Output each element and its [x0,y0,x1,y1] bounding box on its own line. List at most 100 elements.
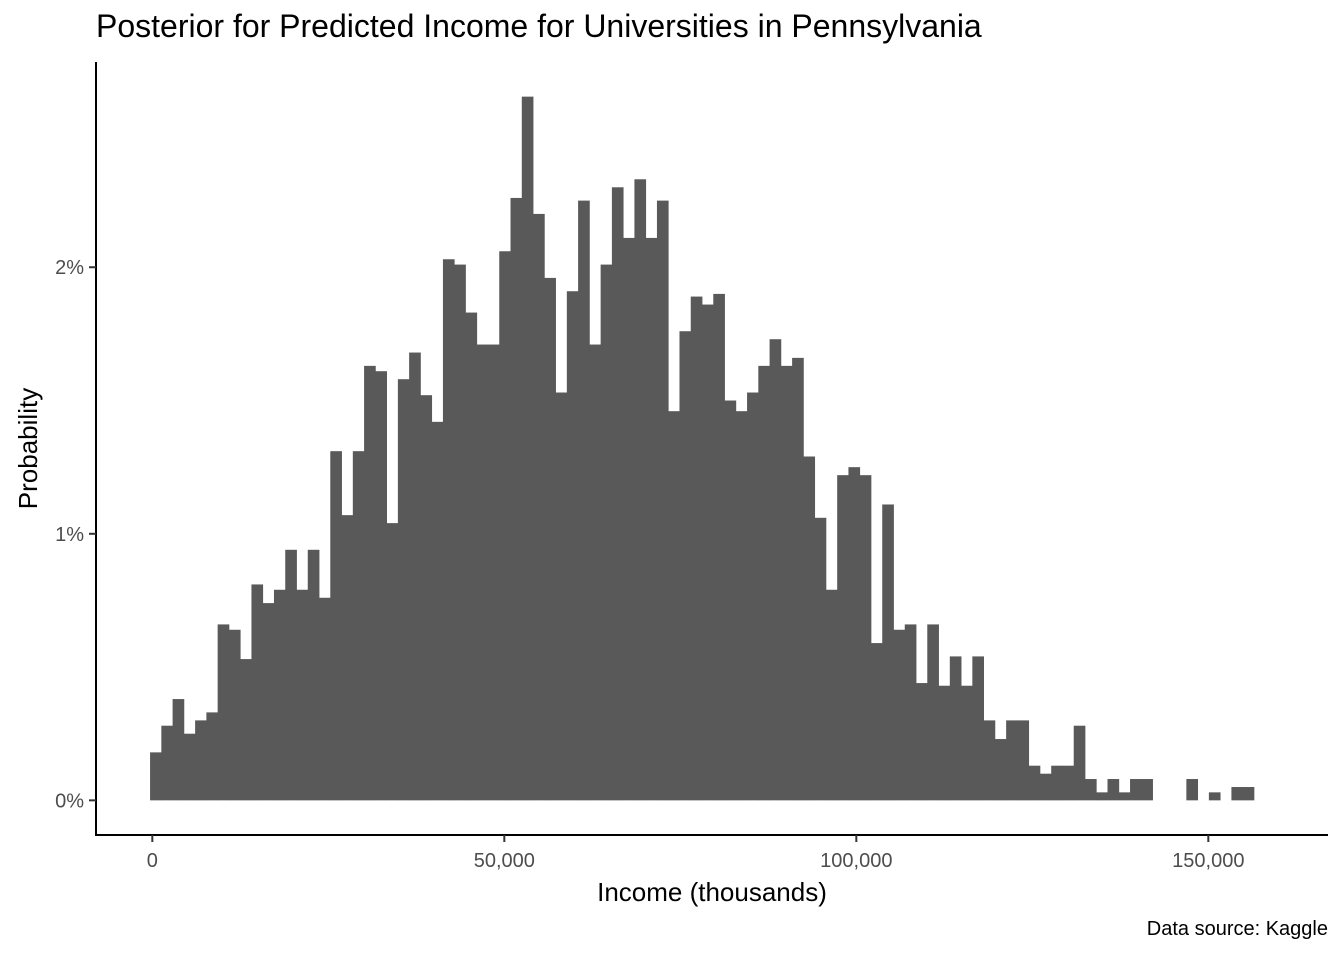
histogram-bar [285,549,297,801]
histogram-bar [386,523,399,801]
histogram-bar [961,685,973,801]
histogram-bar [397,379,410,801]
y-tick-label: 1% [55,524,84,546]
y-tick-label: 0% [55,790,84,812]
histogram-bar [702,304,714,801]
x-tick-label: 100,000 [820,850,892,872]
histogram-bar [1062,765,1075,801]
histogram-bar [1006,720,1018,801]
data-source-caption: Data source: Kaggle [1146,918,1328,940]
histogram-bar [916,683,928,801]
histogram-bar [251,584,264,801]
histogram-bar [994,739,1007,801]
histogram-bar [544,277,556,801]
histogram-bar [1107,779,1120,801]
histogram-bar [307,549,320,801]
histogram-bar [656,200,669,801]
histogram-bar [780,365,793,801]
histogram-bar [882,504,894,801]
histogram-bar [949,656,962,801]
histogram-bar [1231,787,1244,801]
histogram-bar [1051,765,1063,801]
histogram-bar [352,451,365,801]
histogram-bar [273,589,286,801]
histogram-bar [476,344,489,801]
histogram-bar [1186,779,1199,801]
histogram-bar [825,589,838,801]
histogram-bar [578,200,590,801]
histogram-bar [510,197,523,801]
histogram-bar [555,392,568,801]
histogram-bar [487,344,500,801]
histogram-bar [195,720,207,801]
histogram-bar [420,395,433,801]
histogram-bar [409,352,421,801]
histogram-bar [240,659,252,801]
histogram-bar [533,213,545,801]
y-tick-label: 2% [55,257,84,279]
histogram-bar [803,456,816,801]
histogram-bar [1208,792,1221,801]
histogram-bar [217,624,230,801]
histogram-bar [262,603,275,801]
histogram-bar [870,643,883,801]
x-tick-label: 0 [147,850,158,872]
histogram-bar [837,475,849,801]
histogram-bar [319,597,331,801]
histogram-bar [330,451,342,801]
histogram-bar [724,400,737,801]
histogram-bar [859,475,872,801]
histogram-bar [183,733,196,801]
histogram-bar [1073,725,1086,801]
histogram-bar [375,371,388,801]
histogram-bar [1118,792,1131,801]
histogram-bar [747,392,759,801]
histogram-bar [927,624,939,801]
histogram-bar [364,365,376,801]
histogram-bar [296,589,309,801]
histogram-bar [465,312,478,801]
histogram-bar [442,259,455,801]
histogram-bar [623,237,635,801]
histogram-bar [1028,765,1041,801]
x-axis-ticks: 0 50,000 100,000 150,000 [147,835,1244,872]
histogram-bar [341,515,354,801]
histogram-bar [972,656,984,801]
histogram-bar [1017,720,1030,801]
histogram-bar [792,357,804,801]
histogram-bar [150,752,162,801]
histogram-bar [228,629,241,801]
histogram-bar [454,264,466,801]
histogram-bar [1141,779,1153,801]
x-tick-label: 150,000 [1172,850,1244,872]
histogram-bar [679,331,692,801]
histogram-bar [814,517,827,801]
histogram-bar [983,720,996,801]
histogram-bar [1096,792,1108,801]
histogram-bar [938,685,951,801]
histogram-bar [1084,779,1097,801]
histogram-bar [668,411,680,801]
histogram-bar [713,293,725,801]
x-tick-label: 50,000 [474,850,535,872]
histogram-bar [499,251,511,801]
histogram-bar [848,467,861,801]
histogram-bar [1130,779,1142,801]
bars-group [150,96,1255,801]
histogram-bar [206,712,219,801]
y-axis-ticks: 0% 1% 2% [55,257,96,812]
histogram-bar [1242,787,1255,801]
x-axis-label: Income (thousands) [597,877,827,907]
histogram-bar [611,187,624,801]
histogram-bar [904,624,917,801]
histogram-bar [431,421,444,801]
histogram-bar [600,264,613,801]
histogram-bar [735,411,748,801]
histogram-bar [1039,773,1052,801]
histogram-bar [521,96,534,801]
histogram-bar [589,344,602,801]
histogram-bar [769,339,782,801]
histogram-bar [566,291,579,801]
histogram-bar [690,296,703,801]
